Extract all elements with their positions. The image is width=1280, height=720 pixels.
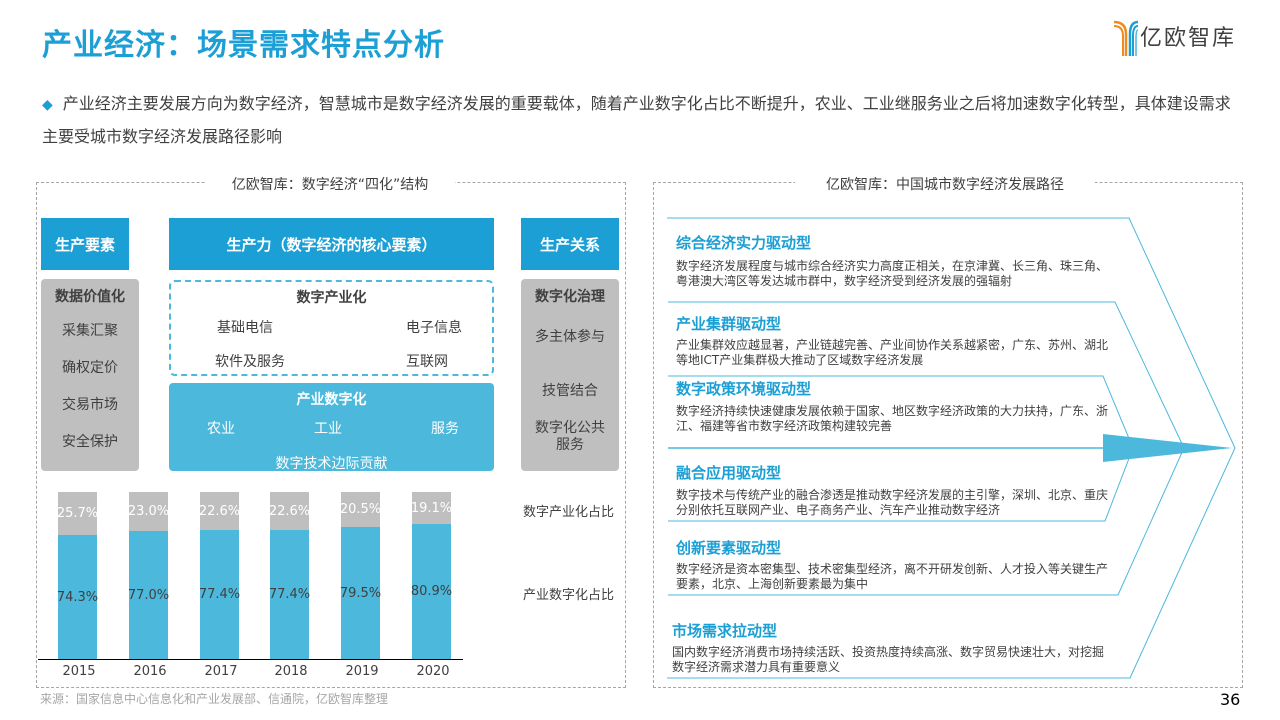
right-panel-title: 亿欧智库：中国城市数字经济发展路径 xyxy=(795,174,1095,194)
bar-segment-industrial-digitalization: 77.4% xyxy=(269,530,310,659)
governance-item: 多主体参与 xyxy=(535,329,605,345)
path-description: 数字经济持续快速健康发展依赖于国家、地区数字经济政策的大力扶持，广东、浙江、福建… xyxy=(676,404,1109,433)
summary-bullet: ◆ 产业经济主要发展方向为数字经济，智慧城市是数字经济发展的重要载体，随着产业数字… xyxy=(42,88,1242,153)
page-title: 产业经济：场景需求特点分析 xyxy=(42,28,445,63)
legend-industrial-digitalization: 产业数字化占比 xyxy=(523,588,615,603)
factor-item: 确权定价 xyxy=(62,360,118,376)
bar-2018: 22.6% 77.4% xyxy=(269,492,310,659)
path-description: 数字经济发展程度与城市综合经济实力高度正相关，在京津冀、长三角、珠三角、粤港澳大… xyxy=(676,259,1109,288)
data-valorization-title: 数据价值化 xyxy=(55,289,125,305)
x-tick-label: 2019 xyxy=(345,664,379,679)
digital-governance-title: 数字化治理 xyxy=(535,289,605,305)
page-number: 36 xyxy=(1220,690,1241,709)
bar-2019: 20.5% 79.5% xyxy=(340,492,381,659)
industry-item: 互联网 xyxy=(406,354,448,370)
bar-segment-digital-industrialization: 22.6% xyxy=(199,492,240,530)
sector-item: 工业 xyxy=(314,421,342,437)
path-title: 数字政策环境驱动型 xyxy=(676,380,812,398)
x-tick-label: 2018 xyxy=(274,664,308,679)
x-axis-line xyxy=(38,659,463,660)
digital-governance-box: 数字化治理 多主体参与 技管结合 数字化公共服务 xyxy=(521,279,619,471)
bar-segment-digital-industrialization: 22.6% xyxy=(269,492,310,530)
governance-item: 数字化公共服务 xyxy=(535,420,605,453)
diamond-icon: ◆ xyxy=(42,97,53,113)
bar-segment-industrial-digitalization: 80.9% xyxy=(411,524,452,659)
bar-segment-industrial-digitalization: 77.0% xyxy=(128,531,169,659)
path-title: 创新要素驱动型 xyxy=(676,539,782,557)
production-relations-header-bg: 生产关系 xyxy=(521,218,619,270)
industrial-digitalization-title: 产业数字化 xyxy=(296,392,367,408)
stacked-bar-chart: 25.7% 74.3% 23.0% 77.0% 22.6% 77.4% 22.6… xyxy=(38,492,518,662)
industry-item: 电子信息 xyxy=(406,320,462,336)
arrow-head-icon xyxy=(1103,434,1232,462)
bar-segment-digital-industrialization: 25.7% xyxy=(57,492,98,535)
sector-item: 农业 xyxy=(207,421,235,437)
bar-segment-industrial-digitalization: 74.3% xyxy=(57,535,98,659)
left-panel-title: 亿欧智库：数字经济“四化”结构 xyxy=(205,174,455,194)
industry-item: 基础电信 xyxy=(217,320,273,336)
path-description: 数字经济是资本密集型、技术密集型经济，离不开研发创新、人才投入等关键生产要素，北… xyxy=(676,562,1109,591)
logo-text: 亿欧智库 xyxy=(1140,26,1237,51)
path-description: 产业集群效应越显著，产业链越完善、产业间协作关系越紧密，广东、苏州、湖北等地IC… xyxy=(676,338,1109,367)
path-description: 数字技术与传统产业的融合渗透是推动数字经济发展的主引擎，深圳、北京、重庆分别依托… xyxy=(676,488,1109,517)
x-tick-label: 2015 xyxy=(62,664,96,679)
factor-item: 安全保护 xyxy=(62,434,118,450)
bar-2015: 25.7% 74.3% xyxy=(57,492,98,659)
path-title: 综合经济实力驱动型 xyxy=(676,234,812,252)
path-title: 市场需求拉动型 xyxy=(672,622,778,640)
legend-digital-industrialization: 数字产业化占比 xyxy=(523,505,615,520)
data-valorization-box: 数据价值化 采集汇聚 确权定价 交易市场 安全保护 xyxy=(41,279,139,471)
digital-industrialization-box: 数字产业化 基础电信 电子信息 软件及服务 互联网 xyxy=(169,280,494,376)
productivity-header-text: 生产力（数字经济的核心要素） xyxy=(226,235,437,254)
bar-segment-industrial-digitalization: 77.4% xyxy=(199,530,240,659)
bar-2016: 23.0% 77.0% xyxy=(128,492,169,659)
bar-2020: 19.1% 80.9% xyxy=(411,492,452,659)
x-tick-label: 2017 xyxy=(204,664,238,679)
bar-2017: 22.6% 77.4% xyxy=(199,492,240,659)
digital-industrialization-title: 数字产业化 xyxy=(296,290,367,306)
governance-item: 技管结合 xyxy=(542,383,598,399)
industry-item: 软件及服务 xyxy=(215,354,285,370)
factor-item: 采集汇聚 xyxy=(62,323,118,339)
summary-text: 产业经济主要发展方向为数字经济，智慧城市是数字经济发展的重要载体，随着产业数字化… xyxy=(42,94,1231,146)
path-title: 融合应用驱动型 xyxy=(676,464,782,482)
path-title: 产业集群驱动型 xyxy=(676,315,782,333)
x-tick-label: 2020 xyxy=(416,664,450,679)
bar-segment-industrial-digitalization: 79.5% xyxy=(340,527,381,659)
yiou-logo-icon xyxy=(1113,20,1139,56)
industrial-digitalization-box: 产业数字化 农业 工业 服务 数字技术边际贡献 xyxy=(169,383,494,472)
sector-item: 服务 xyxy=(431,421,459,437)
x-tick-label: 2016 xyxy=(133,664,167,679)
bar-segment-digital-industrialization: 23.0% xyxy=(128,492,169,531)
production-factors-header: 生产要素 xyxy=(41,218,129,270)
productivity-header-bg xyxy=(169,218,494,270)
bar-segment-digital-industrialization: 19.1% xyxy=(411,492,452,524)
source-note: 来源：国家信息中心信息化和产业发展部、信通院，亿欧智库整理 xyxy=(40,692,389,706)
path-description: 国内数字经济消费市场持续活跃、投资热度持续高涨、数字贸易快速壮大，对挖掘数字经济… xyxy=(672,645,1105,674)
development-path-diagram xyxy=(667,217,1236,679)
bar-segment-digital-industrialization: 20.5% xyxy=(340,492,381,527)
factor-item: 交易市场 xyxy=(62,397,118,413)
marginal-contribution-label: 数字技术边际贡献 xyxy=(275,456,388,472)
